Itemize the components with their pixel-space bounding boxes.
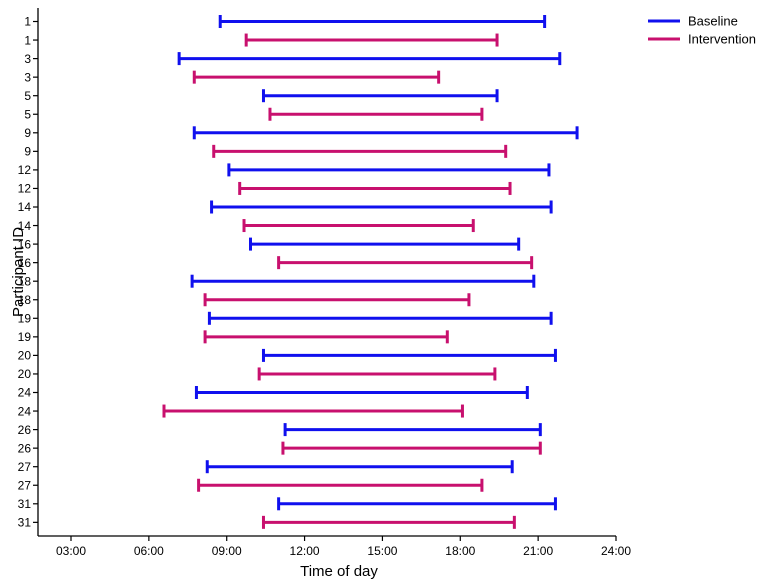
- y-tick-label: 3: [24, 52, 31, 66]
- y-tick-label: 26: [18, 441, 32, 455]
- y-tick-label: 5: [24, 107, 31, 121]
- y-tick-label: 26: [18, 423, 32, 437]
- y-tick-label: 31: [18, 497, 32, 511]
- range-bar-baseline: [283, 423, 542, 437]
- range-bar-baseline: [190, 274, 536, 288]
- y-tick-label: 14: [18, 200, 32, 214]
- y-tick-label: 20: [18, 349, 32, 363]
- y-tick-label: 31: [18, 516, 32, 530]
- y-tick-label: 27: [18, 478, 32, 492]
- range-bar-baseline: [207, 311, 553, 325]
- y-tick-label: 9: [24, 126, 31, 140]
- y-tick-label: 16: [18, 237, 32, 251]
- x-tick-label: 18:00: [445, 544, 475, 558]
- range-bar-baseline: [261, 348, 557, 362]
- y-axis-title: Participant ID: [10, 227, 27, 317]
- y-tick-label: 24: [18, 386, 32, 400]
- legend-label: Intervention: [688, 32, 756, 47]
- range-bar-intervention: [281, 441, 542, 455]
- range-bar-baseline: [218, 15, 547, 28]
- y-tick-label: 16: [18, 256, 32, 270]
- y-tick-label: 18: [18, 293, 32, 307]
- legend-label: Baseline: [688, 14, 738, 29]
- y-tick-label: 3: [24, 70, 31, 84]
- y-tick-label: 9: [24, 145, 31, 159]
- x-tick-label: 15:00: [367, 544, 397, 558]
- x-tick-label: 12:00: [290, 544, 320, 558]
- y-tick-label: 18: [18, 274, 32, 288]
- range-bar-intervention: [197, 478, 484, 492]
- range-bars: [162, 15, 579, 529]
- range-bar-baseline: [177, 52, 562, 66]
- legend-item-intervention: Intervention: [648, 32, 756, 47]
- range-bar-intervention: [238, 181, 512, 195]
- x-tick-label: 21:00: [523, 544, 553, 558]
- range-bar-baseline: [249, 237, 521, 251]
- range-bar-baseline: [210, 200, 553, 214]
- range-bar-intervention: [268, 107, 484, 121]
- range-bar-baseline: [205, 460, 514, 474]
- range-bar-baseline: [261, 89, 499, 103]
- x-tick-label: 03:00: [56, 544, 86, 558]
- range-bar-intervention: [261, 515, 516, 529]
- x-axis-title: Time of day: [300, 563, 378, 580]
- range-bar-intervention: [212, 144, 508, 158]
- range-bar-baseline: [194, 386, 529, 399]
- y-tick-label: 1: [24, 33, 31, 47]
- range-bar-intervention: [203, 293, 471, 307]
- range-bar-intervention: [277, 256, 534, 270]
- y-axis-ticks: 1 1 3 3 5 5 9 9 12 12 14 14 16 16 18 18 19 19 20 20 24 24 26 26…: [18, 15, 38, 530]
- legend: Baseline Intervention: [648, 14, 756, 47]
- y-tick-label: 24: [18, 404, 32, 418]
- x-tick-label: 09:00: [212, 544, 242, 558]
- y-tick-label: 27: [18, 460, 32, 474]
- y-tick-label: 1: [24, 15, 31, 29]
- range-bar-intervention: [203, 330, 449, 344]
- range-bar-intervention: [244, 33, 499, 47]
- range-bar-intervention: [192, 70, 441, 84]
- y-tick-label: 19: [18, 330, 32, 344]
- x-tick-label: 06:00: [134, 544, 164, 558]
- range-bar-baseline: [227, 163, 551, 177]
- range-bar-baseline: [277, 497, 557, 511]
- x-axis-ticks: 03:00 06:00 09:00 12:00 15:00 18:00 21:00 24:00: [56, 536, 631, 558]
- range-bar-intervention: [162, 404, 464, 418]
- range-bar-intervention: [242, 219, 475, 233]
- legend-item-baseline: Baseline: [648, 14, 738, 29]
- y-tick-label: 19: [18, 312, 32, 326]
- axes: [37, 8, 616, 537]
- y-tick-label: 20: [18, 367, 32, 381]
- y-tick-label: 12: [18, 163, 32, 177]
- y-tick-label: 12: [18, 182, 32, 196]
- range-bar-baseline: [192, 126, 579, 140]
- y-tick-label: 14: [18, 219, 32, 233]
- x-tick-label: 24:00: [601, 544, 631, 558]
- y-tick-label: 5: [24, 89, 31, 103]
- range-bar-intervention: [257, 367, 497, 381]
